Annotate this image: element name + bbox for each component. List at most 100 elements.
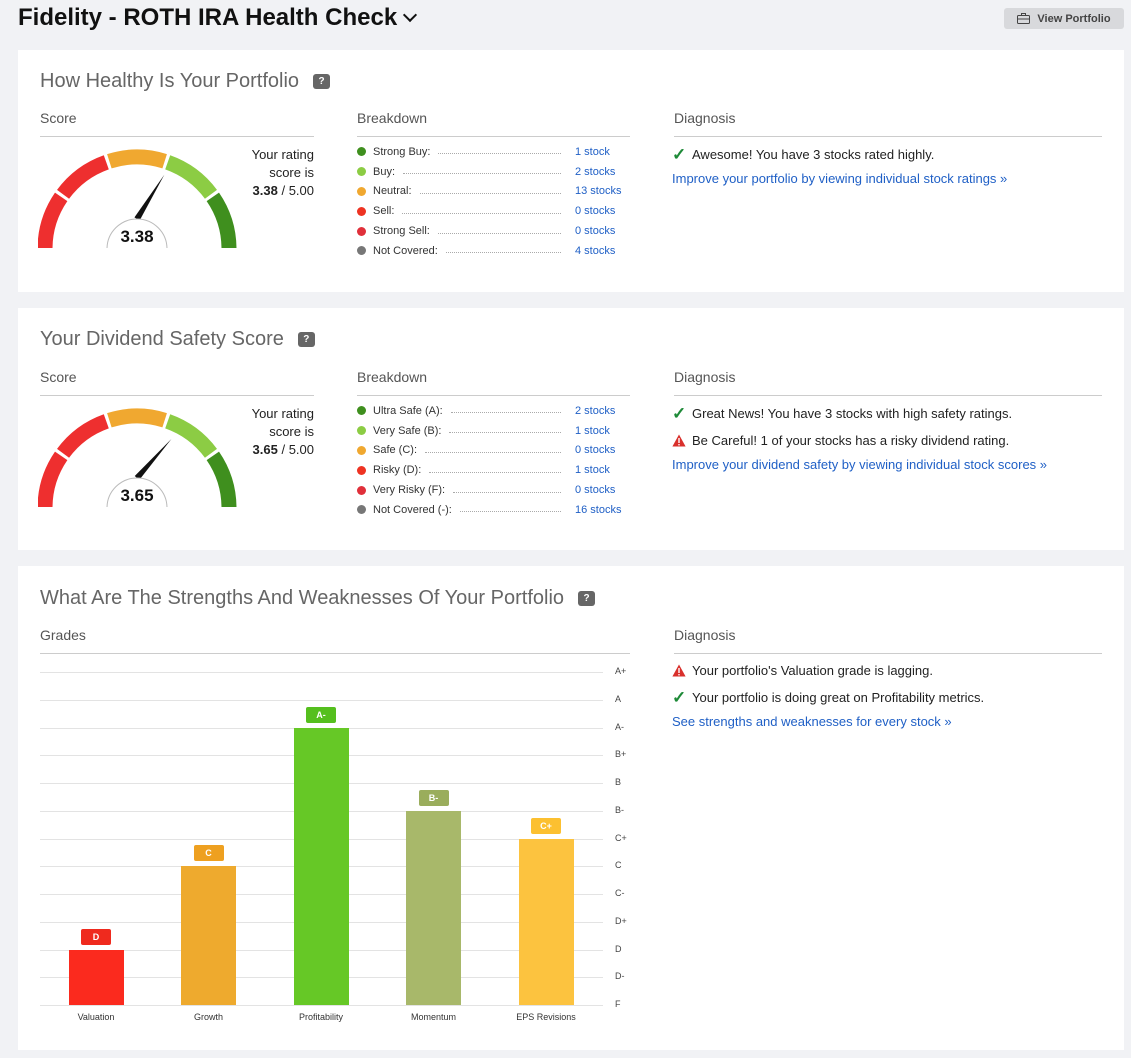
chart-bar-momentum[interactable] [406,810,461,1005]
x-category-label: Growth [193,1012,223,1022]
panel-title: Your Dividend Safety Score ? [40,328,315,351]
help-icon[interactable]: ? [297,332,315,347]
gauge-segment [57,155,110,199]
improve-ratings-link[interactable]: Improve your portfolio by viewing indivi… [672,171,1008,186]
y-tick-label: D+ [615,915,627,926]
gauge-needle [134,174,165,221]
status-dot-icon [357,426,366,436]
diagnosis-text: Great News! You have 3 stocks with high … [692,406,1013,421]
breakdown-heading: Breakdown [357,110,630,137]
status-dot-icon [357,226,366,236]
breakdown-count-link[interactable]: 0 stocks [575,225,616,238]
breakdown-count-link[interactable]: 2 stocks [575,404,616,417]
view-portfolio-label: View Portfolio [1037,12,1111,25]
dotted-leader [449,432,561,434]
page-title-text: Fidelity - ROTH IRA Health Check [18,4,398,31]
x-category-label: Momentum [410,1012,456,1022]
gauge-segment [57,414,110,458]
breakdown-count-link[interactable]: 0 stocks [575,205,616,218]
gauge-segment [107,149,167,169]
gauge-segment [164,414,217,458]
chart-bar-valuation[interactable] [68,949,124,1005]
diagnosis-item: Your portfolio's Valuation grade is lagg… [672,657,1102,684]
breakdown-label: Very Safe (B): [373,424,442,437]
diagnosis-heading: Diagnosis [674,369,1102,396]
status-dot-icon [357,445,366,455]
status-dot-icon [357,406,366,416]
help-icon[interactable]: ? [578,591,596,606]
status-dot-icon [357,505,366,515]
dotted-leader [403,173,561,175]
x-category-label: EPS Revisions [516,1012,576,1022]
help-icon[interactable]: ? [313,74,331,89]
rating-score-line: 3.38 / 5.00 [214,182,314,200]
chart-bar-eps-revisions[interactable] [518,838,574,1005]
y-tick-label: F [615,999,621,1009]
diagnosis-heading: Diagnosis [674,110,1102,137]
gauge-segment [38,192,68,248]
grid-line [40,1005,603,1006]
breakdown-label: Sell: [373,205,395,218]
breakdown-row: Strong Sell: 0 stocks [357,221,630,241]
briefcase-icon [1017,13,1031,24]
panel-title-text: What Are The Strengths And Weaknesses Of… [40,587,565,609]
breakdown-count-link[interactable]: 1 stock [575,464,610,477]
y-tick-label: C [615,860,622,871]
rating-line-1: Your rating [251,147,314,162]
breakdown-count-link[interactable]: 0 stocks [575,444,616,457]
breakdown-count-link[interactable]: 4 stocks [575,244,616,257]
gauge-needle [134,438,172,480]
breakdown-label: Buy: [373,165,396,178]
grade-badge: A- [306,706,336,723]
rating-summary: Your rating score is 3.65 / 5.00 [214,405,314,459]
breakdown-count-link[interactable]: 16 stocks [575,503,622,516]
improve-dividend-link[interactable]: Improve your dividend safety by viewing … [672,457,1048,472]
strengths-weaknesses-link[interactable]: See strengths and weaknesses for every s… [672,714,952,729]
warning-icon [672,664,692,677]
y-tick-label: A- [615,721,624,732]
grade-badge: C+ [531,817,561,834]
dotted-leader [429,471,561,473]
dotted-leader [419,192,561,194]
breakdown-count-link[interactable]: 1 stock [575,424,610,437]
dotted-leader [450,412,561,414]
portfolio-health-panel: How Healthy Is Your Portfolio ? Score Br… [18,50,1124,292]
breakdown-count-link[interactable]: 1 stock [575,145,610,158]
grade-badge: B- [418,789,449,806]
breakdown-row: Risky (D): 1 stock [357,460,630,480]
diagnosis-text: Your portfolio is doing great on Profita… [692,690,985,705]
breakdown-label: Strong Sell: [373,225,430,238]
breakdown-row: Very Safe (B): 1 stock [357,421,630,441]
chart-bar-profitability[interactable] [293,727,349,1005]
breakdown-label: Ultra Safe (A): [373,404,443,417]
breakdown-count-link[interactable]: 2 stocks [575,165,616,178]
page-title[interactable]: Fidelity - ROTH IRA Health Check [18,4,418,32]
dotted-leader [438,153,561,155]
dotted-leader [445,252,561,254]
y-tick-label: A [615,693,622,704]
dotted-leader [437,232,561,234]
view-portfolio-button[interactable]: View Portfolio [1004,8,1124,29]
breakdown-count-link[interactable]: 0 stocks [575,484,616,497]
y-tick-label: B [615,777,622,787]
gauge-segment [206,192,237,248]
chart-bar-growth[interactable] [181,866,236,1005]
gauge-segment [38,451,68,507]
grade-badge: D [81,928,111,945]
rating-breakdown-list: Strong Buy: 1 stock Buy: 2 stocks Neutral: 13… [357,142,630,261]
diagnosis-item: ✓ Awesome! You have 3 stocks rated highly… [672,141,1102,168]
y-tick-label: D- [615,971,625,982]
breakdown-row: Safe (C): 0 stocks [357,441,630,461]
breakdown-count-link[interactable]: 13 stocks [575,185,622,198]
chevron-down-icon[interactable] [403,7,418,23]
rating-summary: Your rating score is 3.38 / 5.00 [214,146,314,200]
warning-icon [672,434,692,447]
gauge-segment [164,155,217,199]
status-dot-icon [357,206,366,216]
score-heading: Score [40,369,314,396]
rating-line-2: score is [269,165,314,180]
rating-score: 3.38 [252,183,278,198]
breakdown-row: Very Risky (F): 0 stocks [357,480,630,500]
breakdown-label: Very Risky (F): [373,484,446,497]
panel-title: What Are The Strengths And Weaknesses Of… [40,587,596,610]
